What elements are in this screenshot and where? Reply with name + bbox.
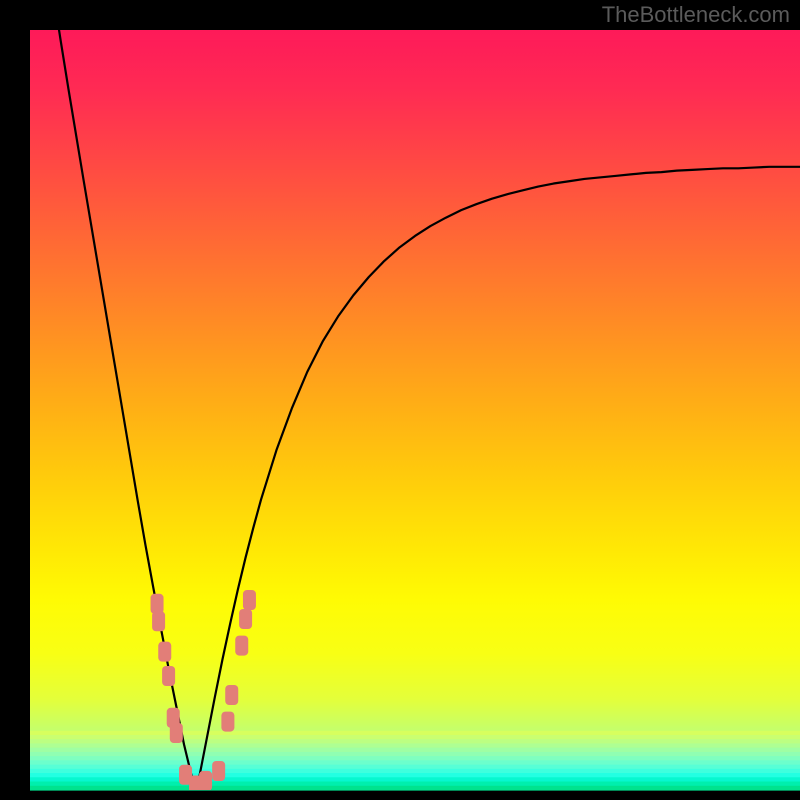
plot-background (30, 30, 800, 790)
curve-marker (152, 611, 165, 631)
watermark-text: TheBottleneck.com (602, 2, 790, 28)
curve-marker (158, 642, 171, 662)
curve-marker (162, 666, 175, 686)
bottom-stripes (30, 731, 800, 791)
curve-marker (151, 594, 164, 614)
curve-marker (239, 609, 252, 629)
curve-marker (243, 590, 256, 610)
bottleneck-curve-chart (0, 0, 800, 800)
chart-canvas: TheBottleneck.com (0, 0, 800, 800)
curve-marker (170, 723, 183, 743)
curve-marker (225, 685, 238, 705)
curve-marker (235, 636, 248, 656)
curve-marker (212, 761, 225, 781)
curve-marker (221, 712, 234, 732)
curve-marker (199, 771, 212, 791)
